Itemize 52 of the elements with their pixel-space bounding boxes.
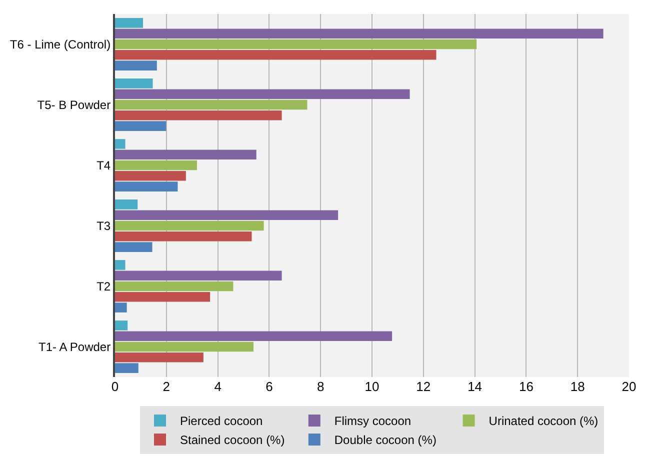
bar: [115, 50, 436, 60]
bar: [115, 363, 138, 373]
legend-label: Pierced cocoon: [180, 414, 263, 428]
x-tick-label: 4: [214, 379, 222, 394]
bar: [115, 39, 477, 50]
bar: [115, 100, 308, 110]
x-tick-label: 8: [316, 379, 324, 394]
bar: [115, 182, 178, 192]
bar: [115, 352, 204, 362]
bar: [115, 281, 234, 292]
bar: [115, 171, 186, 181]
bar: [115, 110, 282, 120]
y-tick-label: T4: [96, 158, 111, 172]
bar: [115, 331, 392, 341]
x-tick-label: 20: [622, 379, 636, 394]
bar: [115, 260, 126, 270]
legend-label: Double cocoon (%): [334, 433, 436, 448]
bar: [115, 242, 152, 252]
x-tick-label: 16: [518, 379, 534, 394]
bar: [115, 89, 410, 99]
x-tick-label: 6: [266, 379, 273, 394]
bar: [115, 302, 127, 312]
bar: [115, 232, 252, 242]
bar: [115, 139, 126, 149]
bar: [115, 160, 197, 170]
bar: [115, 270, 282, 280]
bar: [115, 342, 254, 352]
bar: [115, 200, 138, 210]
bar: [115, 28, 604, 38]
bar: [115, 320, 128, 330]
bar: [115, 210, 338, 220]
legend-label: Stained cocoon (%): [180, 433, 285, 448]
bar: [115, 121, 166, 131]
bar: [115, 78, 153, 88]
bar: [115, 220, 264, 231]
y-tick-label: T2: [96, 279, 111, 294]
x-tick-label: 12: [416, 379, 431, 394]
x-tick-label: 14: [468, 379, 482, 394]
y-tick-label: T6 - Lime (Control): [10, 37, 111, 52]
bar: [115, 292, 210, 302]
legend-label: Urinated cocoon (%): [488, 414, 598, 428]
x-tick-label: 2: [162, 379, 170, 394]
bar: [115, 18, 144, 28]
y-tick-label: T5- B Powder: [37, 98, 111, 112]
x-tick-label: 18: [570, 379, 585, 394]
x-tick-label: 0: [111, 379, 119, 394]
bar: [115, 150, 256, 160]
y-tick-label: T3: [96, 218, 111, 233]
legend-label: Flimsy cocoon: [334, 414, 412, 428]
bar: [115, 60, 157, 70]
x-tick-label: 10: [364, 379, 380, 394]
y-tick-label: T1- A Powder: [38, 340, 111, 354]
